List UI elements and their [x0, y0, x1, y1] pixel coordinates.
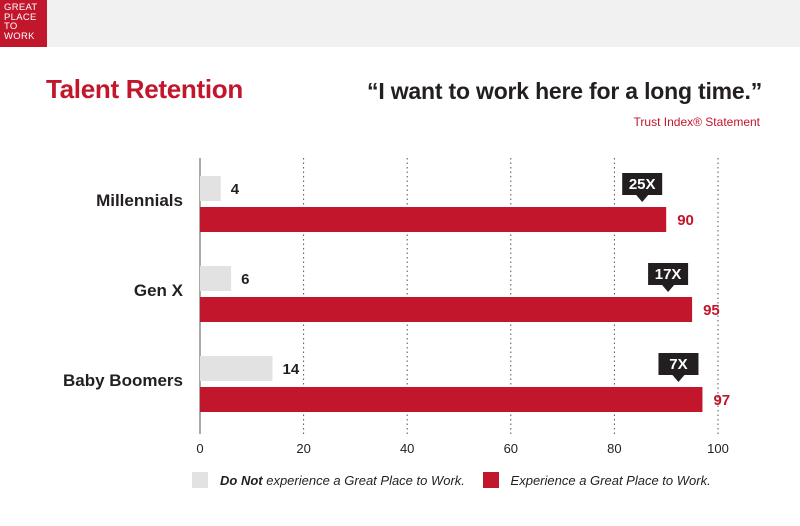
logo-line-1: GREAT: [4, 2, 38, 13]
data-label-gptw-0: 90: [677, 212, 694, 229]
legend-swatch-gptw: [482, 472, 499, 488]
page-title: Talent Retention: [46, 74, 243, 104]
logo-line-2: PLACE: [4, 11, 37, 23]
x-tick-label-40: 40: [400, 441, 414, 456]
bar-gptw-1: [200, 297, 693, 322]
logo-line-4: WORK: [4, 30, 35, 42]
callout-label-2: 7X: [669, 356, 687, 373]
bar-not-gptw-0: [200, 176, 221, 201]
category-label-0: Millennials: [96, 191, 183, 210]
logo-line-3: TO: [4, 21, 18, 33]
legend-swatch-not-gptw: [192, 472, 208, 488]
chart-legend: Do Not experience a Great Place to Work.…: [192, 472, 711, 488]
callout-box-2: [658, 353, 699, 375]
category-label-1: Gen X: [134, 281, 184, 300]
bar-not-gptw-2: [200, 356, 273, 381]
source-note: Trust Index® Statement: [633, 115, 760, 129]
x-tick-label-0: 0: [196, 441, 203, 456]
top-bar: [0, 0, 800, 47]
callout-pointer-2: [672, 375, 685, 382]
callout-box-1: [648, 263, 689, 285]
bar-gptw-0: [200, 207, 667, 232]
x-tick-label-80: 80: [607, 441, 621, 456]
legend-label-not-gptw: experience a Great Place to Work.: [262, 473, 465, 488]
data-label-not-gptw-2: 14: [283, 361, 300, 378]
legend-item-not-gptw: Do Not experience a Great Place to Work.: [192, 472, 465, 488]
callout-box-0: [622, 173, 663, 195]
data-label-gptw-2: 97: [713, 392, 730, 409]
great-place-to-work-logo: GREAT PLACE TO WORK: [0, 0, 47, 47]
legend-label-gptw: Experience a Great Place to Work.: [510, 473, 711, 488]
x-tick-label-60: 60: [504, 441, 518, 456]
data-label-not-gptw-0: 4: [231, 181, 240, 198]
callout-label-0: 25X: [629, 176, 656, 193]
bar-gptw-2: [200, 387, 703, 412]
bar-not-gptw-1: [200, 266, 232, 291]
data-label-gptw-1: 95: [703, 302, 720, 319]
legend-item-gptw: Experience a Great Place to Work.: [482, 472, 711, 488]
callout-pointer-1: [662, 285, 675, 292]
data-label-not-gptw-1: 6: [241, 271, 249, 288]
legend-label-not-gptw-bold: Do Not: [220, 473, 263, 488]
category-label-2: Baby Boomers: [63, 371, 183, 390]
callout-pointer-0: [636, 195, 649, 202]
x-tick-label-20: 20: [296, 441, 310, 456]
quote-heading: “I want to work here for a long time.”: [367, 78, 762, 104]
callout-label-1: 17X: [655, 266, 682, 283]
x-tick-label-100: 100: [707, 441, 729, 456]
